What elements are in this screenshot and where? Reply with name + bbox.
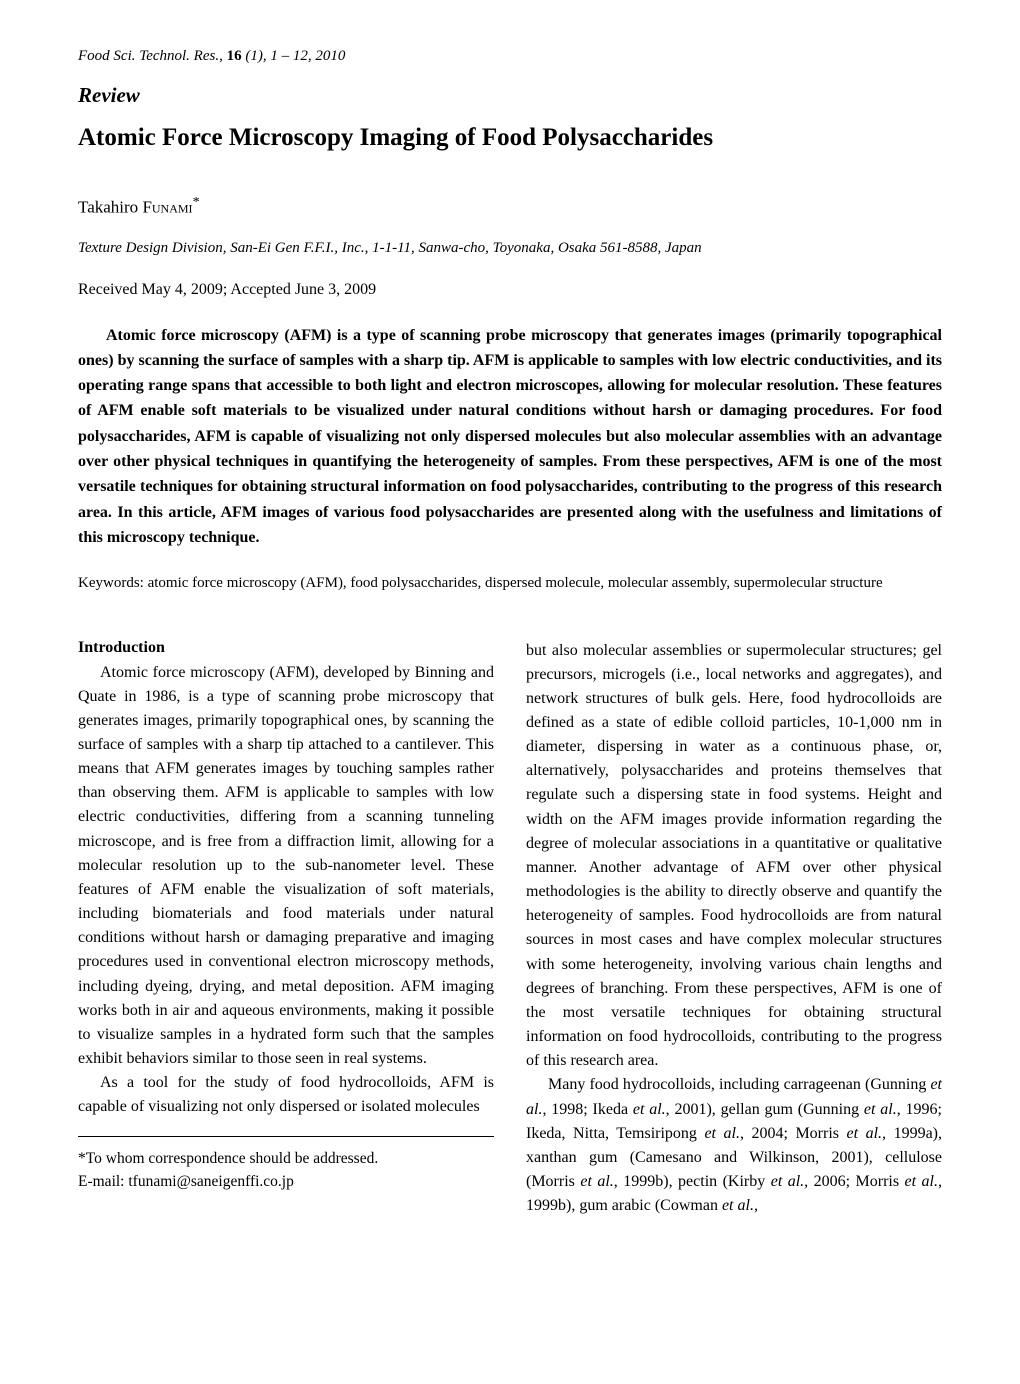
text-segment: , 2004; Morris [740,1125,847,1142]
author-marker: * [193,194,200,210]
text-segment: , [754,1197,758,1214]
intro-paragraph-2-continued: but also molecular assemblies or supermo… [526,639,942,1074]
journal-issue: (1) [245,48,263,64]
et-al: et al. [633,1101,666,1118]
author-first: Takahiro [78,198,138,217]
journal-citation: Food Sci. Technol. Res., 16 (1), 1 – 12,… [78,48,942,65]
correspondence-email: E-mail: tfunami@saneigenffi.co.jp [78,1170,494,1193]
et-al: et al. [580,1173,613,1190]
affiliation: Texture Design Division, San-Ei Gen F.F.… [78,240,942,257]
keywords-line: Keywords: atomic force microscopy (AFM),… [78,572,942,595]
correspondence-note: *To whom correspondence should be addres… [78,1147,494,1170]
left-column: Introduction Atomic force microscopy (AF… [78,639,494,1219]
et-al: et al. [771,1173,804,1190]
right-column: but also molecular assemblies or supermo… [526,639,942,1219]
text-segment: , 1998; Ikeda [542,1101,632,1118]
text-segment: , 1999b), pectin (Kirby [614,1173,771,1190]
received-accepted-dates: Received May 4, 2009; Accepted June 3, 2… [78,281,942,299]
keywords-text: atomic force microscopy (AFM), food poly… [144,575,883,591]
footnote-divider [78,1136,494,1137]
journal-volume: 16 [227,48,242,64]
journal-year: 2010 [315,48,345,64]
article-series: Review [78,83,942,108]
body-columns: Introduction Atomic force microscopy (AF… [78,639,942,1219]
intro-paragraph-1: Atomic force microscopy (AFM), developed… [78,661,494,1072]
et-al: et al. [847,1125,883,1142]
intro-paragraph-3: Many food hydrocolloids, including carra… [526,1073,942,1218]
author-surname: Funami [142,198,192,217]
journal-pages: 1 – 12 [270,48,308,64]
article-title: Atomic Force Microscopy Imaging of Food … [78,124,942,152]
abstract: Atomic force microscopy (AFM) is a type … [78,323,942,550]
text-segment: Many food hydrocolloids, including carra… [548,1076,930,1093]
text-segment: , 2001), gellan gum (Gunning [666,1101,864,1118]
correspondence-block: *To whom correspondence should be addres… [78,1147,494,1194]
et-al: et al. [905,1173,938,1190]
journal-name: Food Sci. Technol. Res. [78,48,219,64]
intro-paragraph-2: As a tool for the study of food hydrocol… [78,1071,494,1119]
introduction-heading: Introduction [78,639,494,657]
text-segment: , 2006; Morris [804,1173,904,1190]
author-line: Takahiro Funami* [78,194,942,218]
et-al: et al. [864,1101,897,1118]
keywords-label: Keywords: [78,575,144,591]
et-al: et al. [722,1197,754,1214]
et-al: et al. [704,1125,740,1142]
